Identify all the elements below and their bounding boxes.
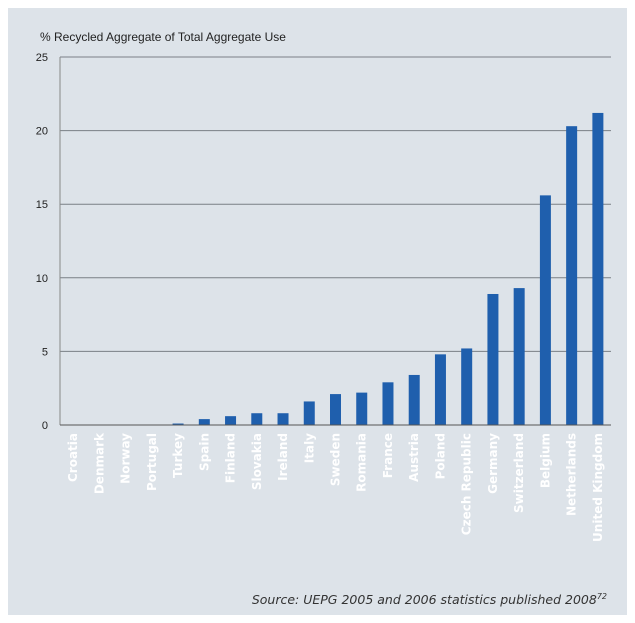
bar-poland xyxy=(434,354,446,425)
x-tick-label: United Kingdom xyxy=(591,433,605,542)
x-tick-label: Czech Republic xyxy=(460,433,474,535)
bar-sweden xyxy=(330,394,341,425)
x-tick-label: Switzerland xyxy=(512,433,526,513)
bar-switzerland xyxy=(513,288,525,425)
y-tick-label: 5 xyxy=(42,346,48,358)
x-tick-label: Portugal xyxy=(145,433,159,491)
bar-spain xyxy=(198,419,210,425)
source-note: Source: UEPG 2005 and 2006 statistics pu… xyxy=(252,592,607,607)
x-tick-labels: Croatia Denmark Norway Portugal Turkey Spain F… xyxy=(66,432,605,542)
x-tick-label: Croatia xyxy=(66,433,80,482)
bar-romania xyxy=(356,392,368,425)
x-tick-label: Germany xyxy=(486,433,500,494)
x-tick-label: Poland xyxy=(433,433,447,479)
y-tick-label: 10 xyxy=(36,273,48,285)
bar-finland xyxy=(225,416,237,425)
y-tick-labels: 0 5 10 15 20 25 xyxy=(36,52,48,432)
bars xyxy=(172,112,604,426)
bar-italy xyxy=(303,401,315,425)
x-tick-label: Ireland xyxy=(276,433,290,481)
bar-netherlands xyxy=(566,126,578,426)
bar-turkey xyxy=(172,423,184,425)
bar-ireland xyxy=(277,413,289,425)
source-reference: 72 xyxy=(596,592,607,601)
x-tick-label: Netherlands xyxy=(565,433,579,516)
bar-germany xyxy=(487,293,499,425)
x-tick-label: Spain xyxy=(197,433,211,471)
plot-area xyxy=(60,57,611,425)
source-text: Source: UEPG 2005 and 2006 statistics pu… xyxy=(251,592,597,608)
bar-austria xyxy=(408,374,420,425)
bar-belgium xyxy=(539,195,551,425)
x-tick-label: Finland xyxy=(224,433,238,483)
y-tick-label: 25 xyxy=(36,52,48,64)
bar-united-kingdom xyxy=(592,112,604,425)
x-tick-label: Turkey xyxy=(171,433,185,478)
x-tick-label: Austria xyxy=(407,433,421,482)
x-tick-label: Sweden xyxy=(329,433,343,486)
x-tick-label: France xyxy=(381,433,395,478)
x-tick-label: Denmark xyxy=(92,432,106,494)
bar-slovakia xyxy=(251,413,263,425)
x-tick-label: Italy xyxy=(302,433,316,463)
bar-france xyxy=(382,382,394,425)
x-tick-label: Belgium xyxy=(538,433,552,488)
x-tick-label: Norway xyxy=(119,433,133,484)
y-tick-label: 15 xyxy=(36,199,48,211)
y-tick-label: 0 xyxy=(42,420,48,432)
x-tick-label: Romania xyxy=(355,433,369,492)
y-tick-label: 20 xyxy=(36,126,48,138)
y-axis-label: % Recycled Aggregate of Total Aggregate … xyxy=(40,30,286,44)
bar-czech-republic xyxy=(461,348,473,425)
x-tick-label: Slovakia xyxy=(250,433,264,490)
